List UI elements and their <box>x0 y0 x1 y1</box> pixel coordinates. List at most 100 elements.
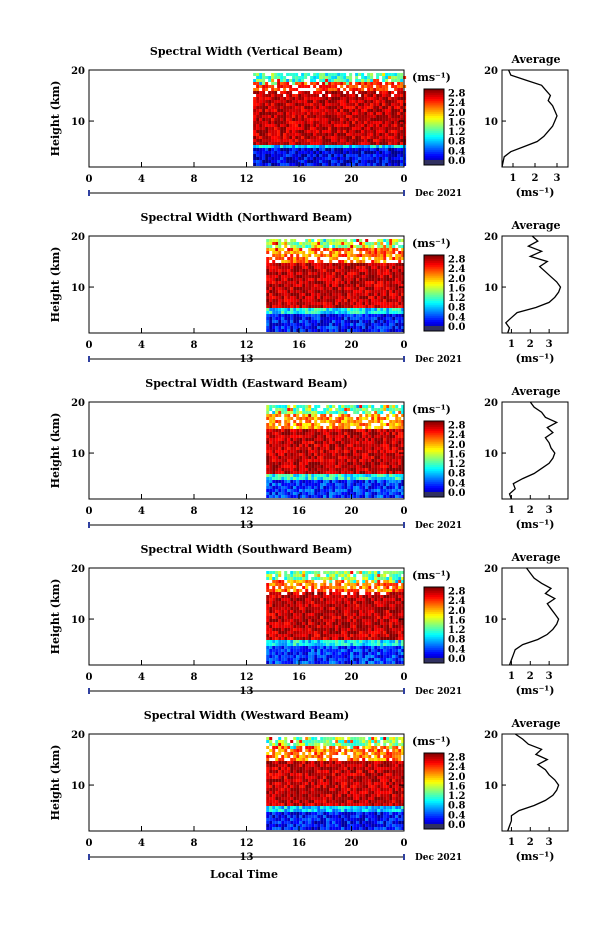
heatmap-cell <box>352 157 356 160</box>
heatmap-cell <box>289 133 293 136</box>
heatmap-cell <box>307 154 311 157</box>
heatmap-cell <box>277 100 281 103</box>
heatmap-cell <box>262 94 266 97</box>
heatmap-cell <box>320 323 324 326</box>
heatmap-cell <box>302 456 306 459</box>
heatmap-cell <box>323 263 327 266</box>
heatmap-cell <box>371 254 375 257</box>
heatmap-cell <box>391 100 395 103</box>
heatmap-cell <box>269 432 273 435</box>
heatmap-cell <box>308 239 312 242</box>
colorbar-step <box>424 98 444 101</box>
heatmap-cell <box>302 290 306 293</box>
heatmap-cell <box>347 438 351 441</box>
heatmap-cell <box>299 248 303 251</box>
heatmap-cell <box>335 456 339 459</box>
heatmap-cell <box>353 284 357 287</box>
heatmap-cell <box>335 447 339 450</box>
heatmap-cell <box>269 275 273 278</box>
heatmap-cell <box>329 595 333 598</box>
heatmap-cell <box>253 139 257 142</box>
heatmap-cell <box>259 76 263 79</box>
heatmap-cell <box>371 414 375 417</box>
colorbar-step <box>424 155 444 158</box>
heatmap-cell <box>383 456 387 459</box>
heatmap-cell <box>389 453 393 456</box>
heatmap-cell <box>343 112 347 115</box>
heatmap-cell <box>326 483 330 486</box>
heatmap-cell <box>287 263 291 266</box>
heatmap-cell <box>278 420 282 423</box>
heatmap-cell <box>371 251 375 254</box>
heatmap-cell <box>253 97 257 100</box>
heatmap-cell <box>326 314 330 317</box>
heatmap-cell <box>356 429 360 432</box>
heatmap-cell <box>317 474 321 477</box>
heatmap-cell <box>328 115 332 118</box>
heatmap-cell <box>334 124 338 127</box>
heatmap-cell <box>268 79 272 82</box>
heatmap-cell <box>377 302 381 305</box>
heatmap-cell <box>350 326 354 329</box>
heatmap-cell <box>287 450 291 453</box>
heatmap-cell <box>377 248 381 251</box>
heatmap-cell <box>343 79 347 82</box>
heatmap-cell <box>271 82 275 85</box>
heatmap-cell <box>298 94 302 97</box>
heatmap-cell <box>341 405 345 408</box>
heatmap-cell <box>328 142 332 145</box>
heatmap-cell <box>392 281 396 284</box>
heatmap-cell <box>290 263 294 266</box>
heatmap-cell <box>370 157 374 160</box>
heatmap-cell <box>391 148 395 151</box>
heatmap-cell <box>322 136 326 139</box>
heatmap-cell <box>278 429 282 432</box>
heatmap-cell <box>332 459 336 462</box>
heatmap-cell <box>401 302 405 305</box>
heatmap-cell <box>362 483 366 486</box>
heatmap-cell <box>392 438 396 441</box>
heatmap-cell <box>307 157 311 160</box>
heatmap-cell <box>310 163 314 166</box>
heatmap-cell <box>338 320 342 323</box>
heatmap-cell <box>271 130 275 133</box>
heatmap-cell <box>356 281 360 284</box>
heatmap-cell <box>400 85 404 88</box>
heatmap-cell <box>335 589 339 592</box>
heatmap-cell <box>398 408 402 411</box>
heatmap-cell <box>346 151 350 154</box>
colorbar-step <box>424 119 444 122</box>
heatmap-cell <box>295 151 299 154</box>
heatmap-cell <box>320 471 324 474</box>
heatmap-cell <box>287 314 291 317</box>
heatmap-cell <box>331 85 335 88</box>
heatmap-cell <box>379 85 383 88</box>
heatmap-cell <box>365 305 369 308</box>
heatmap-cell <box>292 148 296 151</box>
heatmap-cell <box>320 305 324 308</box>
heatmap-cell <box>278 474 282 477</box>
heatmap-cell <box>344 278 348 281</box>
heatmap-cell <box>367 127 371 130</box>
heatmap-cell <box>370 91 374 94</box>
heatmap-cell <box>380 429 384 432</box>
heatmap-cell <box>269 281 273 284</box>
heatmap-cell <box>292 139 296 142</box>
heatmap-cell <box>325 139 329 142</box>
heatmap-cell <box>343 127 347 130</box>
heatmap-cell <box>299 465 303 468</box>
heatmap-cell <box>256 142 260 145</box>
heatmap-cell <box>389 447 393 450</box>
heatmap-cell <box>296 248 300 251</box>
heatmap-cell <box>335 272 339 275</box>
heatmap-cell <box>359 311 363 314</box>
heatmap-cell <box>293 486 297 489</box>
heatmap-cell <box>253 127 257 130</box>
heatmap-cell <box>358 106 362 109</box>
heatmap-cell <box>299 483 303 486</box>
heatmap-cell <box>296 459 300 462</box>
heatmap-cell <box>331 106 335 109</box>
heatmap-cell <box>301 91 305 94</box>
heatmap-cell <box>302 462 306 465</box>
